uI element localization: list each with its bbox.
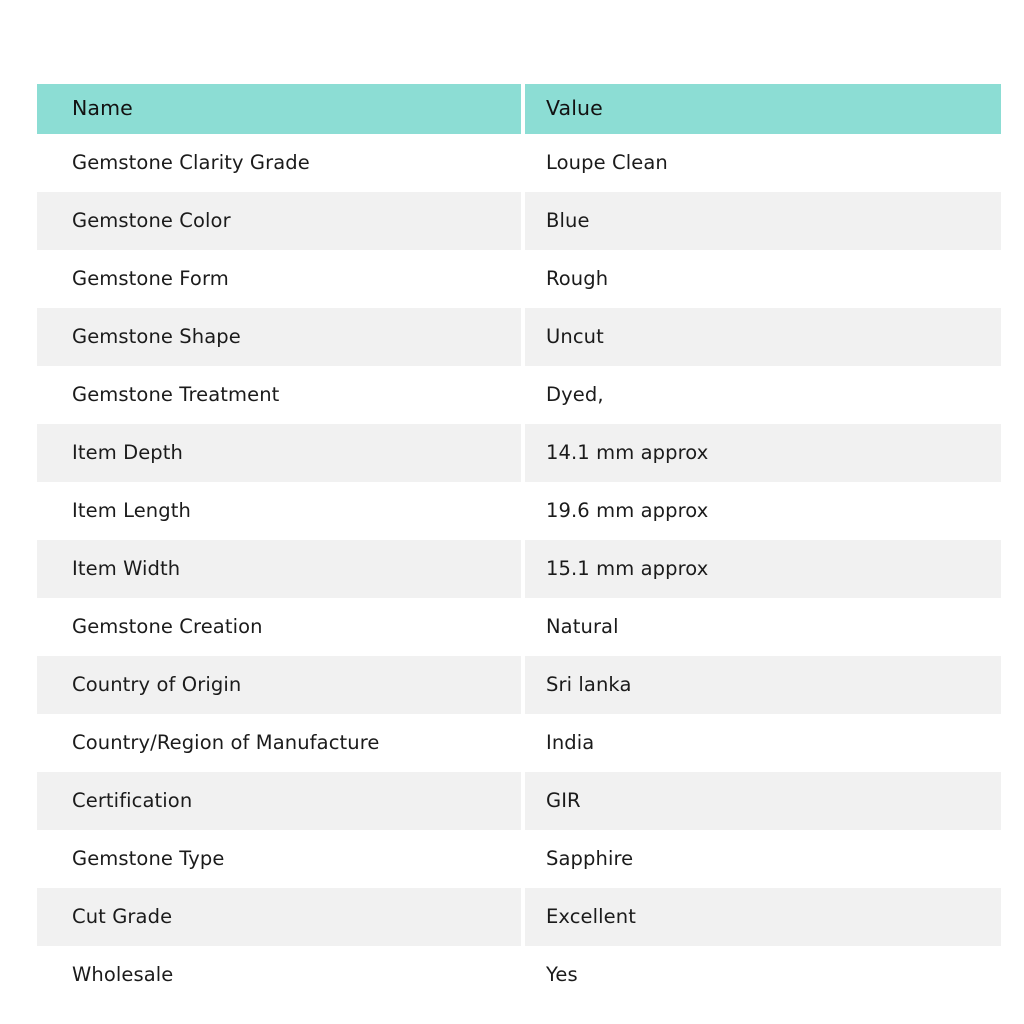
row-value-label: Blue [546, 208, 590, 232]
table-row: Gemstone Form Rough [37, 250, 1001, 308]
row-name-cell: Gemstone Shape [37, 308, 521, 366]
table-row: Gemstone Creation Natural [37, 598, 1001, 656]
column-gutter [521, 888, 525, 946]
row-name-label: Gemstone Color [72, 208, 231, 232]
column-gutter [521, 656, 525, 714]
row-value-cell: Natural [525, 598, 1001, 656]
row-name-cell: Gemstone Color [37, 192, 521, 250]
row-name-label: Country of Origin [72, 672, 242, 696]
row-name-cell: Gemstone Treatment [37, 366, 521, 424]
row-value-cell: Loupe Clean [525, 134, 1001, 192]
column-gutter [521, 308, 525, 366]
column-gutter [521, 424, 525, 482]
table-row: Cut Grade Excellent [37, 888, 1001, 946]
row-name-label: Wholesale [72, 962, 174, 986]
table-row: Country of Origin Sri lanka [37, 656, 1001, 714]
table-row: Item Length 19.6 mm approx [37, 482, 1001, 540]
row-value-cell: Yes [525, 946, 1001, 1004]
row-name-label: Gemstone Creation [72, 614, 263, 638]
row-name-label: Gemstone Type [72, 846, 225, 870]
row-name-cell: Wholesale [37, 946, 521, 1004]
table-row: Wholesale Yes [37, 946, 1001, 1004]
row-value-cell: India [525, 714, 1001, 772]
row-value-label: Rough [546, 266, 609, 290]
row-name-cell: Item Length [37, 482, 521, 540]
row-value-label: Dyed, [546, 382, 604, 406]
row-name-cell: Gemstone Type [37, 830, 521, 888]
row-name-cell: Gemstone Clarity Grade [37, 134, 521, 192]
column-gutter [521, 714, 525, 772]
item-specifics-table: Name Value Gemstone Clarity Grade Loupe … [37, 84, 1001, 1004]
header-cell-value: Value [525, 84, 1001, 134]
table-row: Item Depth 14.1 mm approx [37, 424, 1001, 482]
row-value-cell: Uncut [525, 308, 1001, 366]
row-name-cell: Country of Origin [37, 656, 521, 714]
row-name-cell: Item Width [37, 540, 521, 598]
table-header-row: Name Value [37, 84, 1001, 134]
column-gutter [521, 540, 525, 598]
row-name-label: Item Width [72, 556, 181, 580]
row-name-label: Gemstone Clarity Grade [72, 150, 310, 174]
table-row: Gemstone Clarity Grade Loupe Clean [37, 134, 1001, 192]
table-row: Gemstone Shape Uncut [37, 308, 1001, 366]
column-header-name-label: Name [72, 96, 133, 121]
column-gutter [521, 772, 525, 830]
row-value-label: India [546, 730, 595, 754]
table-row: Gemstone Treatment Dyed, [37, 366, 1001, 424]
column-header-value-label: Value [546, 96, 603, 121]
row-value-label: Loupe Clean [546, 150, 668, 174]
row-value-label: 14.1 mm approx [546, 440, 709, 464]
row-value-label: Yes [546, 962, 578, 986]
row-value-cell: GIR [525, 772, 1001, 830]
row-value-cell: Rough [525, 250, 1001, 308]
row-name-label: Item Depth [72, 440, 183, 464]
row-value-label: 15.1 mm approx [546, 556, 709, 580]
row-value-label: Sri lanka [546, 672, 632, 696]
row-value-label: 19.6 mm approx [546, 498, 709, 522]
row-name-cell: Cut Grade [37, 888, 521, 946]
row-name-label: Gemstone Treatment [72, 382, 280, 406]
row-name-label: Item Length [72, 498, 191, 522]
column-gutter [521, 366, 525, 424]
row-value-label: Uncut [546, 324, 604, 348]
row-name-label: Gemstone Form [72, 266, 229, 290]
row-value-label: Excellent [546, 904, 636, 928]
row-value-cell: Excellent [525, 888, 1001, 946]
row-name-cell: Gemstone Creation [37, 598, 521, 656]
row-name-cell: Gemstone Form [37, 250, 521, 308]
row-name-cell: Certification [37, 772, 521, 830]
table-row: Gemstone Color Blue [37, 192, 1001, 250]
table-row: Country/Region of Manufacture India [37, 714, 1001, 772]
row-name-cell: Country/Region of Manufacture [37, 714, 521, 772]
table-row: Gemstone Type Sapphire [37, 830, 1001, 888]
table-row: Item Width 15.1 mm approx [37, 540, 1001, 598]
row-value-cell: Sapphire [525, 830, 1001, 888]
row-name-label: Certification [72, 788, 193, 812]
column-gutter [521, 134, 525, 192]
row-value-cell: Sri lanka [525, 656, 1001, 714]
column-gutter [521, 192, 525, 250]
row-value-cell: 15.1 mm approx [525, 540, 1001, 598]
row-name-label: Gemstone Shape [72, 324, 241, 348]
row-value-cell: Blue [525, 192, 1001, 250]
column-gutter [521, 482, 525, 540]
column-gutter [521, 250, 525, 308]
table-row: Certification GIR [37, 772, 1001, 830]
row-value-cell: Dyed, [525, 366, 1001, 424]
row-value-label: Sapphire [546, 846, 634, 870]
row-name-label: Cut Grade [72, 904, 173, 928]
row-value-label: GIR [546, 788, 581, 812]
column-gutter [521, 598, 525, 656]
column-gutter [521, 946, 525, 1004]
column-gutter [521, 830, 525, 888]
row-value-cell: 19.6 mm approx [525, 482, 1001, 540]
row-name-cell: Item Depth [37, 424, 521, 482]
header-cell-name: Name [37, 84, 521, 134]
row-name-label: Country/Region of Manufacture [72, 730, 380, 754]
column-gutter [521, 84, 525, 134]
row-value-cell: 14.1 mm approx [525, 424, 1001, 482]
row-value-label: Natural [546, 614, 619, 638]
